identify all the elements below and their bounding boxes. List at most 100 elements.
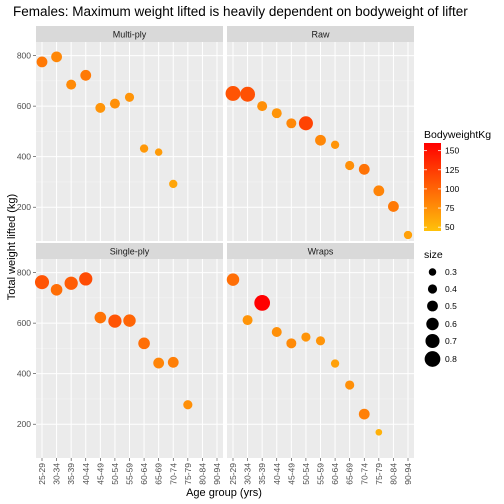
size-legend-label: 0.8 [445, 354, 457, 364]
x-tick-label: 45-49 [95, 463, 105, 485]
panel-strip [36, 243, 223, 259]
data-point [138, 337, 150, 350]
size-legend-dot [425, 333, 440, 349]
panel-multi-ply: Multi-ply 200 400 600 800 [17, 26, 223, 241]
size-legend-title: size [424, 249, 443, 261]
data-point [271, 108, 282, 119]
data-point [271, 326, 282, 337]
size-legend-dot [424, 351, 441, 367]
data-point [66, 79, 77, 90]
panel-strip [36, 26, 223, 42]
data-point [358, 408, 370, 420]
x-tick-label: 30-34 [52, 463, 62, 485]
x-tick-label: 90-94 [212, 463, 222, 485]
panel-raw: Raw [225, 26, 414, 241]
size-legend-label: 0.4 [445, 284, 457, 294]
data-point [80, 69, 92, 81]
data-point [109, 98, 120, 109]
size-legend-label: 0.5 [445, 301, 457, 311]
x-tick-label: 80-84 [197, 463, 207, 485]
x-tick-label: 55-59 [125, 463, 135, 485]
data-point [169, 179, 178, 189]
data-point [154, 148, 163, 156]
data-point [345, 160, 355, 171]
data-point [242, 315, 253, 326]
x-tick-label: 25-29 [228, 463, 238, 485]
panel-strip-label: Raw [311, 30, 330, 40]
color-legend-label: 50 [445, 222, 455, 232]
data-point [108, 314, 122, 328]
data-point [330, 140, 340, 149]
x-tick-label: 70-74 [168, 463, 178, 485]
size-legend-dot [427, 300, 438, 312]
data-point [94, 311, 107, 324]
chart-title: Females: Maximum weight lifted is heavil… [13, 4, 468, 19]
x-axis-title: Age group (yrs) [186, 487, 262, 499]
y-axis-title: Total weight lifted (kg) [6, 194, 18, 300]
facet-panels: Multi-ply 200 400 600 800 Raw Single-ply 200 400… [17, 26, 414, 485]
data-point [79, 272, 93, 286]
data-point [254, 295, 271, 311]
x-tick-label: 40-44 [81, 463, 91, 485]
color-legend-label: 125 [445, 165, 459, 175]
panel-strip-label: Multi-ply [113, 30, 147, 40]
panel-strip-label: Single-ply [110, 247, 150, 257]
size-legend-label: 0.3 [445, 267, 457, 277]
x-tick-label: 50-54 [301, 463, 311, 485]
color-legend-label: 75 [445, 203, 455, 213]
size-legend-label: 0.7 [445, 336, 457, 346]
data-point [123, 314, 136, 327]
y-tick-label: 400 [17, 369, 31, 379]
data-point [139, 144, 149, 153]
size-legend-label: 0.6 [445, 319, 457, 329]
x-tick-label: 35-39 [257, 463, 267, 485]
color-legend-label: 100 [445, 184, 459, 194]
data-point [34, 275, 50, 290]
color-legend-title: BodyweightKg [424, 129, 491, 141]
data-point [375, 428, 383, 436]
y-tick-label: 600 [17, 318, 31, 328]
x-tick-label: 65-69 [154, 463, 164, 485]
panel-strip-label: Wraps [308, 247, 334, 257]
data-point [51, 51, 62, 63]
data-point [257, 101, 268, 112]
data-point [64, 276, 78, 290]
data-point [330, 359, 340, 368]
x-tick-label: 45-49 [286, 463, 296, 485]
panel-single-ply: Single-ply 200 400 600 800 25-29 30-34 35-39 40-… [17, 243, 223, 485]
x-tick-label: 25-29 [37, 463, 47, 485]
data-point [153, 357, 165, 369]
data-point [315, 134, 326, 146]
data-point [286, 118, 297, 129]
color-legend: BodyweightKg 50 75 100 125 150 [424, 129, 491, 232]
panel-wraps: Wraps 25-29 30-34 35-39 40-44 45-49 50-54 55-59… [226, 243, 414, 485]
y-tick-label: 200 [17, 202, 31, 212]
x-tick-label: 30-34 [243, 463, 253, 485]
x-tick-label: 70-74 [359, 463, 369, 485]
x-tick-label: 40-44 [272, 463, 282, 485]
data-point [345, 380, 355, 390]
data-point [240, 86, 256, 102]
data-point [225, 86, 241, 101]
size-legend-dot [427, 284, 438, 294]
data-point [124, 92, 135, 102]
size-legend-dot [428, 268, 437, 276]
x-tick-label: 60-64 [330, 463, 340, 485]
data-point [373, 185, 385, 197]
y-tick-label: 800 [17, 268, 31, 278]
x-tick-label: 75-79 [374, 463, 384, 485]
data-point [50, 283, 63, 296]
data-point [286, 338, 297, 349]
y-tick-label: 200 [17, 419, 31, 429]
data-point [301, 332, 311, 342]
data-point [167, 356, 179, 368]
x-tick-label: 90-94 [403, 463, 413, 485]
data-point [315, 336, 326, 346]
color-bar [424, 143, 441, 231]
color-legend-label: 150 [445, 146, 459, 156]
size-legend-dot [426, 317, 439, 331]
panel-strip [227, 243, 414, 259]
data-point [403, 230, 413, 240]
panel-strip [227, 26, 414, 42]
x-tick-label: 80-84 [388, 463, 398, 485]
